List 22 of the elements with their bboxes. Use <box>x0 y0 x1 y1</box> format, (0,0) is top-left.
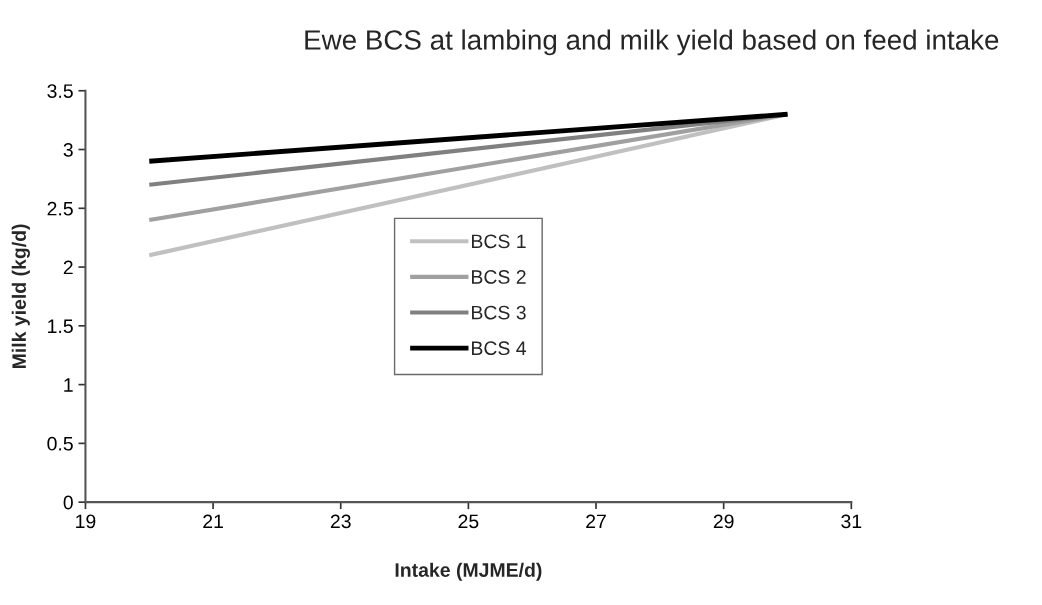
y-tick-label: 1 <box>64 378 73 392</box>
x-tick-label: 29 <box>713 514 734 529</box>
x-tick-label: 25 <box>458 514 479 529</box>
legend-label: BCS 3 <box>472 305 526 320</box>
x-tick-label: 19 <box>76 514 96 529</box>
y-tick-label: 2.5 <box>47 201 73 216</box>
y-tick-label: 0 <box>63 495 73 510</box>
x-tick-label: 21 <box>203 514 223 529</box>
x-tick-label: 27 <box>586 514 606 529</box>
y-tick-label: 0.5 <box>47 436 73 451</box>
legend-label: BCS 4 <box>472 341 527 356</box>
y-axis-title: Milk yield (kg/d) <box>11 224 30 369</box>
y-tick-label: 2 <box>63 260 73 275</box>
y-tick-label: 3.5 <box>47 84 73 98</box>
legend-label: BCS 1 <box>472 234 526 249</box>
x-tick-label: 23 <box>330 514 351 529</box>
x-axis-title: Intake (MJME/d) <box>395 562 542 581</box>
y-tick-label: 3 <box>63 142 73 157</box>
legend-label: BCS 2 <box>472 270 526 284</box>
x-tick-label: 31 <box>841 514 862 529</box>
y-tick-label: 1.5 <box>48 319 73 334</box>
chart-title: Ewe BCS at lambing and milk yield based on feed intake <box>305 29 999 56</box>
